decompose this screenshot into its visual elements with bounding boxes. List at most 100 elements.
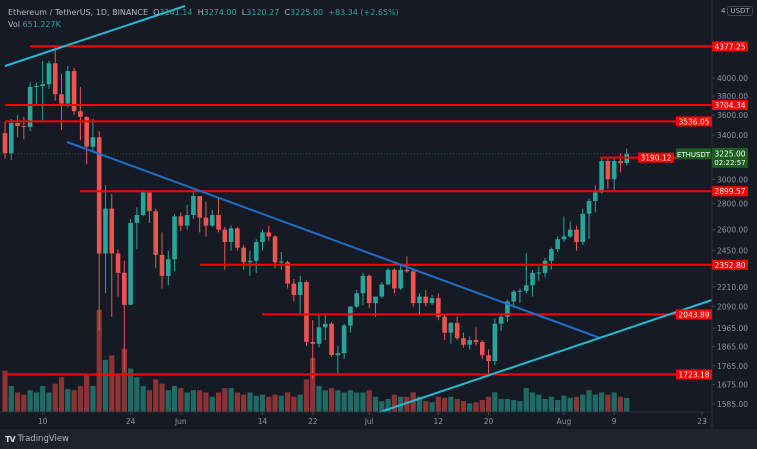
ascending-cyan-trendline[interactable] xyxy=(379,299,713,413)
volume-bar xyxy=(184,392,190,412)
volume-bar xyxy=(102,359,109,412)
candle-body xyxy=(561,236,567,240)
candle-body xyxy=(423,296,429,304)
volume-bar xyxy=(404,396,410,412)
symbol-legend[interactable]: Ethereum / TetherUS, 1D, BINANCE O3141.1… xyxy=(8,8,399,17)
brand-name: TradingView xyxy=(17,434,70,444)
candle-body xyxy=(555,239,560,250)
volume-bar xyxy=(128,368,134,412)
volume-bar xyxy=(2,370,8,412)
volume-bar xyxy=(228,388,234,412)
time-tick-label: Jul xyxy=(364,417,374,426)
candle-body xyxy=(542,260,548,273)
horizontal-levels[interactable] xyxy=(5,45,712,376)
currency-selector[interactable]: 4 USDT xyxy=(721,6,753,16)
candle-body xyxy=(398,269,403,289)
volume-bar xyxy=(109,355,115,412)
volume-bar xyxy=(467,403,473,412)
candle-body xyxy=(203,217,209,226)
volume-bar xyxy=(492,392,498,412)
volume-bar xyxy=(366,390,372,412)
volume-bar xyxy=(328,388,335,412)
volume-bar xyxy=(316,385,322,412)
candle-body xyxy=(260,232,265,243)
level-label-box xyxy=(712,186,748,197)
candle-body xyxy=(147,192,152,212)
upper-cyan-trendline[interactable] xyxy=(4,5,186,67)
volume-bar xyxy=(573,396,580,412)
currency-label: USDT xyxy=(727,6,753,16)
close-value: 3225.00 xyxy=(290,8,324,17)
candle-body xyxy=(316,327,322,344)
candle-body xyxy=(172,216,177,260)
time-tick-label: 20 xyxy=(484,417,494,426)
candle-body xyxy=(586,201,592,214)
candle-body xyxy=(65,71,71,104)
volume-bar xyxy=(209,396,215,412)
candle-body xyxy=(191,196,196,216)
time-tick-label: 24 xyxy=(126,417,136,426)
candle-body xyxy=(549,249,554,261)
candle-body xyxy=(46,63,52,85)
candle-body xyxy=(354,293,359,307)
volume-bar xyxy=(605,394,611,412)
candle-body xyxy=(272,236,278,263)
volume-bar xyxy=(523,388,529,412)
volume-bar xyxy=(322,390,328,412)
volume-bar xyxy=(140,385,146,412)
price-tick-label: 3400.00 xyxy=(717,131,748,140)
candle-body xyxy=(599,160,604,193)
volume-bar xyxy=(410,392,416,412)
candle-body xyxy=(442,316,447,333)
price-tick-label: 2800.00 xyxy=(717,200,748,209)
candle-body xyxy=(90,137,96,147)
level-label: 1723.18 xyxy=(678,370,709,379)
volume-bar xyxy=(259,394,266,412)
candle-body xyxy=(115,253,121,273)
candle-body xyxy=(291,283,297,295)
level-label-box xyxy=(676,116,712,127)
candle-body xyxy=(580,213,586,243)
candle-body xyxy=(59,94,64,104)
level-price-labels: 4377.25 3704.34 3536.05 3190.12 2899.57 2352.… xyxy=(638,41,748,380)
candle-body xyxy=(467,340,473,345)
time-tick-label: 12 xyxy=(434,417,444,426)
volume-bar xyxy=(121,348,127,412)
volume-bar xyxy=(429,402,435,412)
candle-body xyxy=(335,353,341,356)
trendlines[interactable] xyxy=(4,5,713,413)
candle-body xyxy=(34,86,39,88)
volume-bar xyxy=(33,392,39,412)
candle-body xyxy=(429,298,435,304)
volume-bar xyxy=(58,377,65,412)
price-tick-label: 4000.00 xyxy=(717,74,748,83)
level-label: 3536.05 xyxy=(678,117,709,126)
volume-bar xyxy=(27,390,33,412)
open-value: 3141.14 xyxy=(159,8,193,17)
candle-body xyxy=(304,282,309,342)
time-axis[interactable]: 10 24 Jun 14 22 Jul 12 20 Aug 9 23 xyxy=(38,412,707,426)
volume-bar xyxy=(278,395,284,412)
price-tick-label: 2090.00 xyxy=(717,302,748,311)
volume-bar xyxy=(536,394,542,412)
volume-bar xyxy=(310,357,316,412)
candle-body xyxy=(479,341,485,356)
tradingview-logo[interactable]: TV TradingView xyxy=(5,434,69,444)
candle-body xyxy=(310,341,316,344)
price-axis[interactable]: 4000.00 3800.00 3600.00 3400.00 3000.00 2800.… xyxy=(712,74,748,409)
candle-body xyxy=(285,262,290,284)
time-tick-label: Jun xyxy=(174,417,187,426)
price-tick-label: 3600.00 xyxy=(717,111,748,120)
volume-legend[interactable]: Vol 651.227K xyxy=(8,20,61,29)
volume-bar xyxy=(567,397,573,412)
volume-value: 651.227K xyxy=(22,20,61,29)
candle-body xyxy=(153,211,159,255)
descending-blue-trendline[interactable] xyxy=(66,141,601,339)
level-label: 2899.57 xyxy=(714,187,745,196)
volume-bar xyxy=(178,388,184,412)
volume-bar xyxy=(134,377,140,412)
level-label-box xyxy=(676,309,712,320)
volume-bar xyxy=(548,396,554,412)
price-tick-label: 1765.00 xyxy=(717,362,748,371)
